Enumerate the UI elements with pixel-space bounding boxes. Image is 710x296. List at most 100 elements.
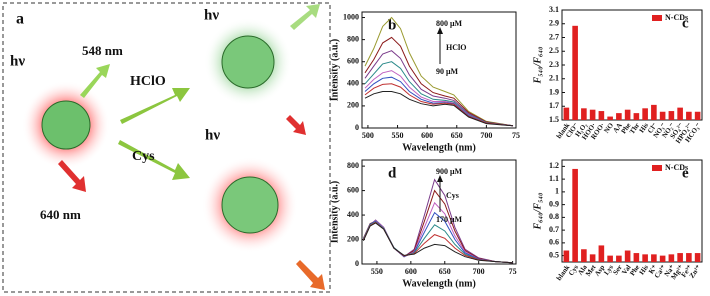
y-tick-label: 600	[347, 57, 359, 66]
annotation: 90 μM	[436, 67, 459, 76]
bar	[598, 245, 605, 262]
bar	[659, 255, 666, 262]
y-tick-label: 800	[347, 34, 359, 43]
bar	[572, 25, 578, 120]
y-axis-title: F₆₄₀/F₅₄₀	[532, 192, 543, 231]
annotation: 900 μM	[436, 167, 463, 176]
x-tick-label: 650	[451, 131, 463, 140]
bar	[686, 111, 692, 120]
spectrum-line	[364, 91, 514, 127]
spectrum-line	[364, 70, 514, 127]
y-tick-label: 1.9	[549, 87, 559, 96]
bar	[616, 113, 622, 120]
plot-frame	[561, 159, 703, 263]
annotation: 800 μM	[436, 19, 463, 28]
y-tick-label: 1.1	[549, 174, 559, 183]
arrow	[120, 88, 190, 124]
panel-label: c	[682, 15, 689, 31]
y-tick-label: 0.5	[549, 250, 559, 259]
y-tick-label: 3.1	[549, 5, 559, 14]
bar	[624, 109, 631, 120]
x-tick-label: 700	[473, 267, 485, 276]
y-tick-label: 400	[347, 79, 359, 88]
emission-arrow	[286, 115, 306, 135]
bar	[563, 250, 570, 262]
carbon-dot	[41, 100, 91, 150]
bar	[581, 108, 587, 120]
y-tick-label: 600	[347, 185, 359, 194]
y-axis-title: Intensity (a.u.)	[329, 39, 340, 102]
wavelength-label: 640 nm	[40, 207, 81, 222]
bar	[668, 111, 675, 120]
y-tick-label: 0.8	[549, 212, 559, 221]
chart-panel: 1.51.71.92.12.32.52.72.93.1F₅₄₀/F₆₄₀cbla…	[532, 5, 702, 145]
x-tick-label: 600	[421, 131, 433, 140]
panel-a: a hν 548 nm HClO Cys 640 nm hν hν	[2, 2, 331, 293]
hv-label: hν	[10, 53, 25, 69]
y-tick-label: 0	[355, 123, 359, 132]
chart-panel: 0.50.60.70.80.911.11.2F₆₄₀/F₅₄₀eblankCys…	[532, 159, 703, 282]
panel-label: b	[388, 17, 396, 33]
x-tick-label: 550	[392, 131, 404, 140]
panel-border	[2, 2, 331, 293]
trend-arrowhead	[437, 175, 443, 182]
y-tick-label: 200	[347, 101, 359, 110]
annotation: Cys	[446, 191, 459, 200]
spectrum-line	[362, 222, 513, 264]
spectrum-line	[364, 50, 514, 127]
reagent-label: Cys	[132, 149, 155, 164]
y-tick-label: 1000	[343, 12, 359, 21]
x-tick-label: 75	[509, 267, 517, 276]
annotation: 170 μM	[436, 215, 463, 224]
bar	[694, 253, 701, 262]
y-tick-label: 0.7	[549, 225, 559, 234]
x-axis-title: Wavelength (nm)	[402, 278, 476, 289]
trend-arrowhead	[437, 27, 443, 34]
y-tick-label: 1	[555, 187, 559, 196]
x-tick-label: 500	[362, 131, 374, 140]
panel-label: d	[388, 165, 397, 181]
y-tick-label: 2.7	[549, 32, 559, 41]
emission-arrow	[80, 64, 110, 98]
chart-panel: 0 200 400 600 800 Intensity (a.u.) d 550 600 650 7…	[329, 159, 517, 289]
reagent-label: HClO	[130, 74, 166, 89]
y-tick-label: 2.9	[549, 19, 559, 28]
x-axis-title: Wavelength (nm)	[402, 142, 476, 153]
hv-label: hν	[204, 7, 219, 23]
y-tick-label: 0	[355, 259, 359, 268]
legend-label: N-CDs	[665, 163, 688, 172]
bar	[642, 108, 648, 120]
bar	[642, 254, 648, 262]
chart-panel: 0 200 400 600 800 1000 Intensity (a.u.) b 500 550…	[329, 11, 520, 153]
y-tick-label: 400	[347, 210, 359, 219]
spectrum-line	[362, 221, 513, 264]
spectrum-line	[364, 16, 514, 127]
bar	[651, 254, 657, 262]
wavelength-label: 548 nm	[82, 43, 123, 58]
bar	[624, 250, 631, 262]
bar	[686, 253, 692, 262]
bar	[607, 255, 613, 262]
y-tick-label: 2.1	[549, 74, 559, 83]
legend-label: N-CDs	[665, 13, 688, 22]
bar	[589, 254, 596, 262]
y-axis-title: F₅₄₀/F₆₄₀	[532, 46, 543, 85]
bar	[572, 168, 578, 262]
bar	[668, 254, 675, 262]
y-tick-label: 1.5	[549, 115, 559, 124]
emission-arrow	[290, 4, 320, 30]
x-tick-label: 600	[405, 267, 417, 276]
hv-label: hν	[205, 127, 220, 143]
plot-frame	[361, 159, 517, 265]
carbon-dot	[221, 176, 279, 234]
bar	[677, 253, 683, 262]
arrow	[118, 140, 190, 180]
carbon-dot	[221, 35, 275, 89]
panel-label: e	[682, 165, 689, 181]
y-tick-label: 200	[347, 234, 359, 243]
y-tick-label: 1.2	[549, 161, 559, 170]
y-tick-label: 800	[347, 161, 359, 170]
legend-swatch	[652, 15, 662, 21]
emission-arrow	[296, 260, 325, 290]
